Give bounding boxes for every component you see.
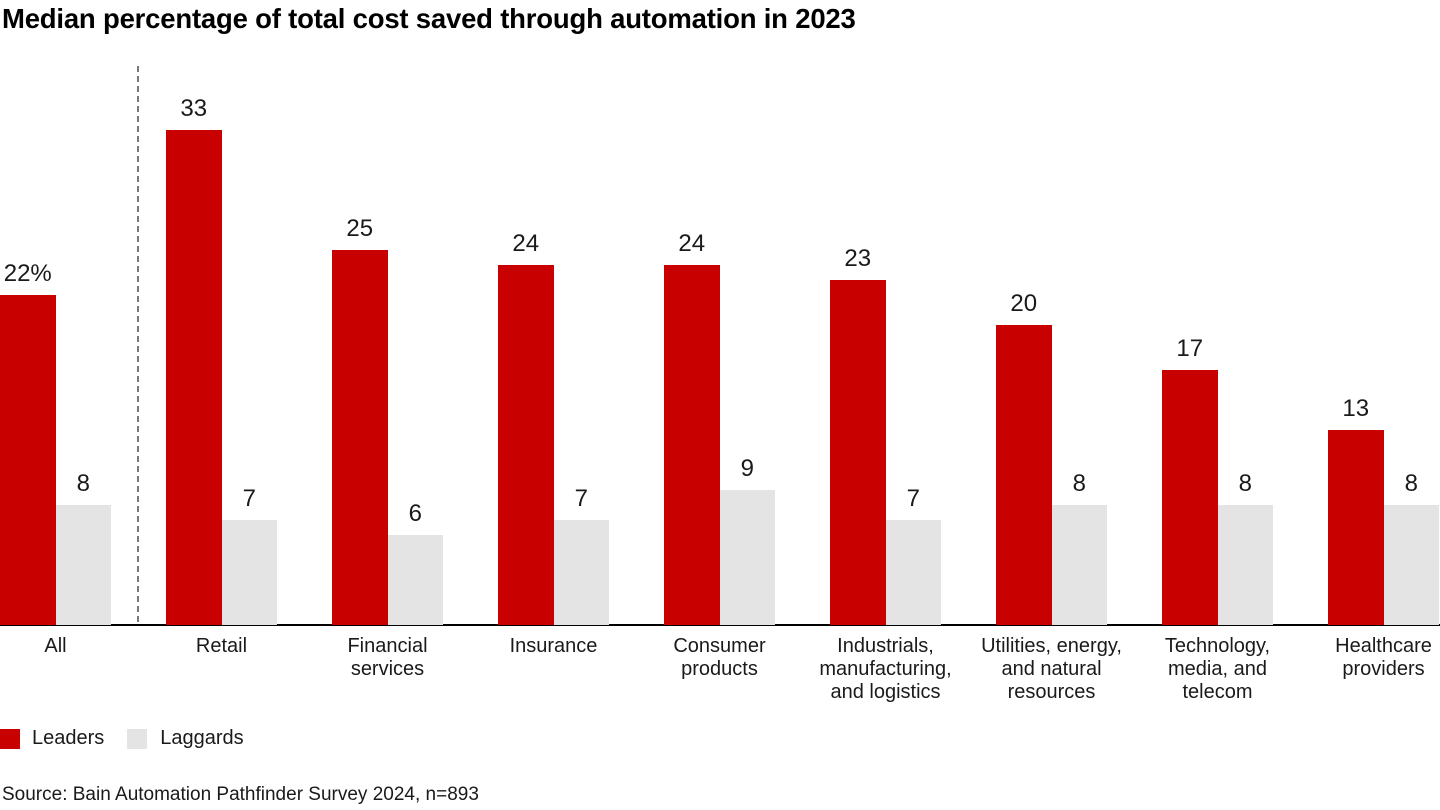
value-label-laggards-consumer-products: 9 bbox=[740, 455, 754, 482]
x-axis-label-insurance: Insurance bbox=[509, 635, 598, 657]
value-label-laggards-healthcare-providers: 8 bbox=[1404, 470, 1418, 497]
legend: Leaders Laggards bbox=[0, 727, 244, 750]
x-axis-label-industrials-manufacturing-and-logistics: Industrials, manufacturing, and logistic… bbox=[819, 635, 952, 703]
bar-laggards-healthcare-providers bbox=[1383, 505, 1439, 625]
x-axis-label-financial-services: Financial services bbox=[347, 635, 428, 680]
value-label-leaders-retail: 33 bbox=[180, 95, 208, 122]
value-label-laggards-technology-media-and-telecom: 8 bbox=[1238, 470, 1252, 497]
x-axis-label-consumer-products: Consumer products bbox=[673, 635, 766, 680]
chart-title: Median percentage of total cost saved th… bbox=[2, 3, 856, 34]
value-label-leaders-consumer-products: 24 bbox=[678, 230, 706, 257]
bar-leaders-utilities-energy-and-natural-resources bbox=[996, 325, 1052, 625]
legend-swatch-laggards bbox=[127, 728, 148, 749]
value-label-leaders-insurance: 24 bbox=[512, 230, 540, 257]
bar-leaders-all bbox=[0, 295, 56, 625]
bar-laggards-consumer-products bbox=[719, 490, 775, 625]
bar-laggards-utilities-energy-and-natural-resources bbox=[1051, 505, 1107, 625]
value-label-laggards-utilities-energy-and-natural-resources: 8 bbox=[1072, 470, 1086, 497]
x-axis-label-technology-media-and-telecom: Technology, media, and telecom bbox=[1164, 635, 1271, 703]
value-label-leaders-utilities-energy-and-natural-resources: 20 bbox=[1010, 290, 1038, 317]
bar-leaders-insurance bbox=[498, 265, 554, 625]
bar-laggards-financial-services bbox=[387, 535, 443, 625]
bar-laggards-retail bbox=[221, 520, 277, 625]
legend-label-leaders: Leaders bbox=[32, 727, 105, 749]
bar-leaders-financial-services bbox=[332, 250, 388, 625]
source-note: Source: Bain Automation Pathfinder Surve… bbox=[2, 784, 479, 805]
x-axis-line bbox=[0, 624, 1440, 626]
value-label-laggards-all: 8 bbox=[76, 470, 90, 497]
value-label-laggards-financial-services: 6 bbox=[408, 500, 422, 527]
bar-laggards-all bbox=[55, 505, 111, 625]
value-label-laggards-insurance: 7 bbox=[574, 485, 588, 512]
value-label-leaders-all: 22% bbox=[3, 260, 52, 287]
value-label-leaders-financial-services: 25 bbox=[346, 215, 374, 242]
bar-laggards-technology-media-and-telecom bbox=[1217, 505, 1273, 625]
bar-leaders-consumer-products bbox=[664, 265, 720, 625]
bar-leaders-retail bbox=[166, 130, 222, 625]
bar-laggards-industrials-manufacturing-and-logistics bbox=[885, 520, 941, 625]
bar-laggards-insurance bbox=[553, 520, 609, 625]
x-axis-label-all: All bbox=[44, 635, 67, 657]
legend-swatch-leaders bbox=[0, 728, 20, 749]
value-label-laggards-retail: 7 bbox=[242, 485, 256, 512]
x-axis-label-healthcare-providers: Healthcare providers bbox=[1335, 635, 1432, 680]
value-label-leaders-healthcare-providers: 13 bbox=[1342, 395, 1370, 422]
bar-leaders-technology-media-and-telecom bbox=[1162, 370, 1218, 625]
bar-leaders-industrials-manufacturing-and-logistics bbox=[830, 280, 886, 625]
value-label-leaders-industrials-manufacturing-and-logistics: 23 bbox=[844, 245, 872, 272]
value-label-leaders-technology-media-and-telecom: 17 bbox=[1176, 335, 1204, 362]
all-vs-industries-separator-line bbox=[137, 66, 139, 624]
x-axis-label-retail: Retail bbox=[195, 635, 248, 657]
bar-leaders-healthcare-providers bbox=[1328, 430, 1384, 625]
legend-label-laggards: Laggards bbox=[160, 727, 244, 749]
x-axis-label-utilities-energy-and-natural-resources: Utilities, energy, and natural resources bbox=[981, 635, 1122, 703]
value-label-laggards-industrials-manufacturing-and-logistics: 7 bbox=[906, 485, 920, 512]
